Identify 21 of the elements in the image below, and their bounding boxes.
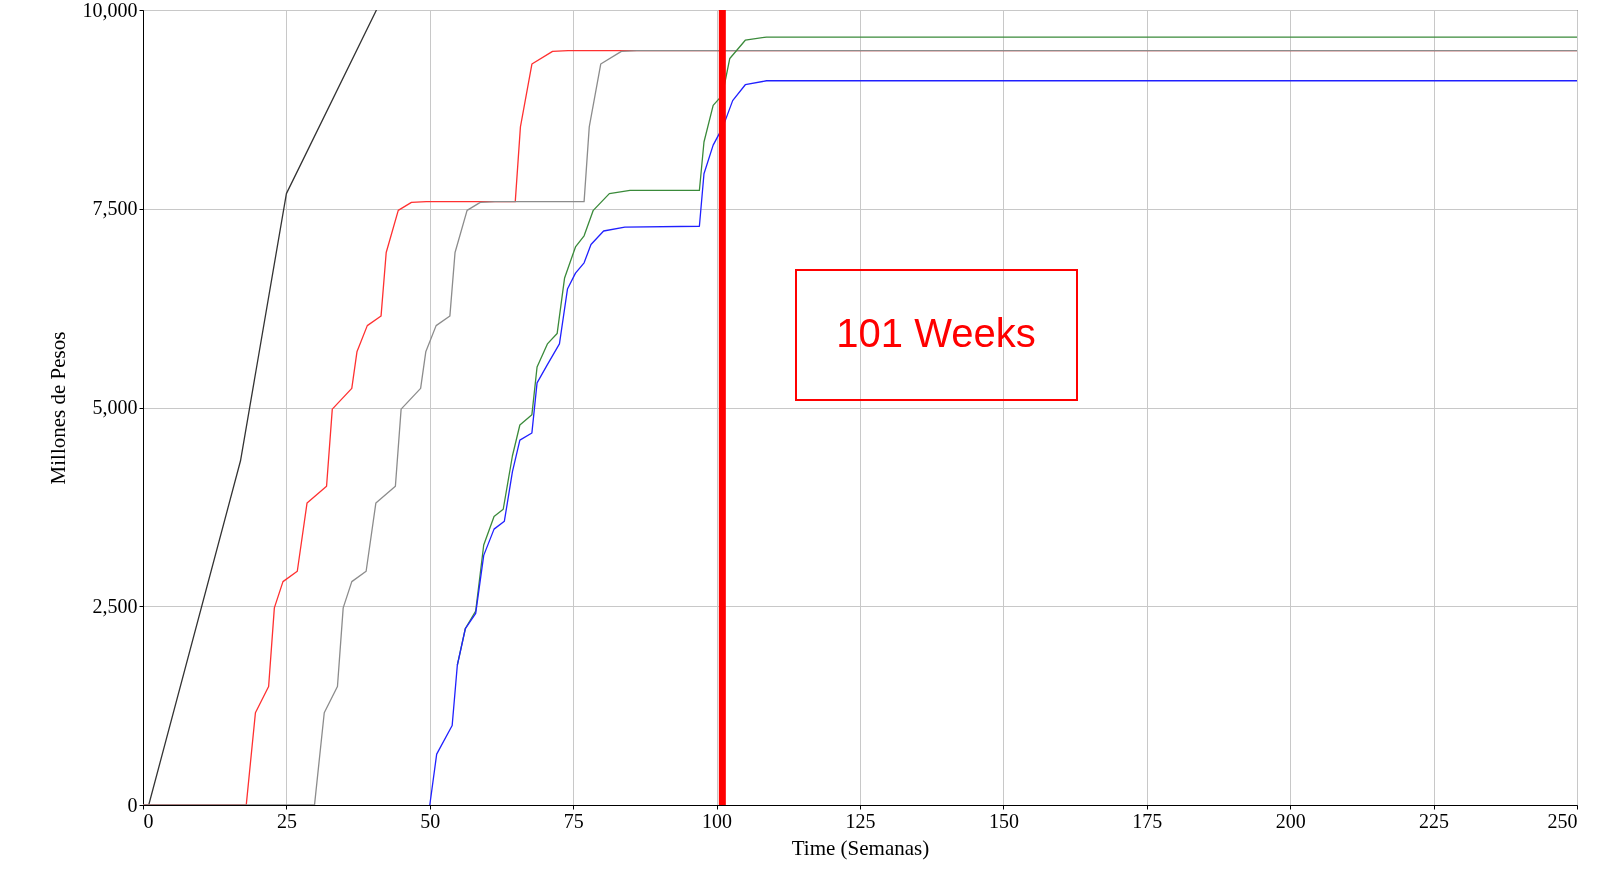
x-tick-label: 175 — [1132, 809, 1163, 832]
y-tick-label: 2,500 — [92, 594, 138, 617]
line-series — [429, 80, 1577, 805]
y-tick-label: 5,000 — [92, 396, 138, 418]
x-tick-label: 25 — [276, 809, 297, 832]
x-tick-label: 0 — [143, 809, 154, 832]
x-tick-label: 250 — [1547, 809, 1578, 832]
ref-line-label: 101 Weeks — [836, 311, 1036, 355]
y-tick-label: 7,500 — [92, 197, 138, 220]
y-axis-title: Millones de Pesos — [45, 331, 70, 485]
x-axis-title: Time (Semanas) — [791, 835, 930, 860]
x-tick-label: 125 — [845, 809, 876, 832]
x-tick-label: 200 — [1275, 809, 1306, 832]
y-tick-label: 0 — [127, 793, 138, 816]
line-series — [148, 10, 378, 805]
x-tick-label: 150 — [988, 809, 1019, 832]
y-tick-label: 10,000 — [82, 0, 138, 21]
x-tick-label: 225 — [1419, 809, 1450, 832]
x-tick-label: 100 — [702, 809, 733, 832]
x-tick-label: 75 — [563, 809, 584, 832]
x-tick-label: 50 — [420, 809, 441, 832]
